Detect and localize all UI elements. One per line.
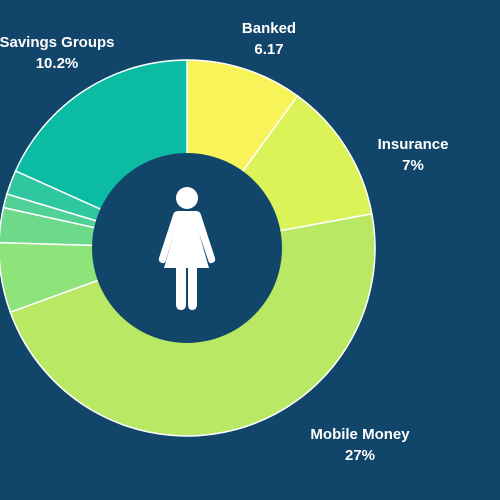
woman-icon: [158, 187, 216, 310]
label-mobile-money-name: Mobile Money: [310, 426, 410, 443]
label-mobile-money-value: 27%: [345, 447, 375, 464]
label-savings-groups-value: 10.2%: [36, 55, 79, 72]
label-banked-value: 6.17: [254, 41, 283, 58]
label-insurance-name: Insurance: [378, 136, 449, 153]
label-banked-name: Banked: [242, 20, 296, 37]
label-savings-groups-name: Savings Groups: [0, 34, 115, 51]
label-insurance-value: 7%: [402, 157, 424, 174]
